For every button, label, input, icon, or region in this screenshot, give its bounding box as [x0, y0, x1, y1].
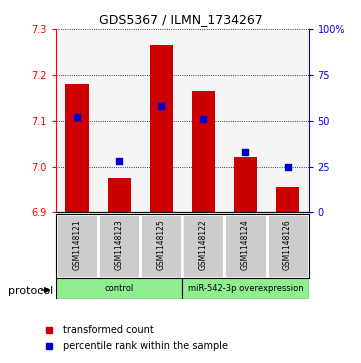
- Bar: [98, 214, 140, 278]
- Bar: [65, 84, 88, 212]
- Text: GSM1148125: GSM1148125: [157, 219, 166, 270]
- Bar: [140, 214, 182, 278]
- Bar: [225, 214, 266, 278]
- Text: GSM1148124: GSM1148124: [241, 219, 250, 270]
- Point: [116, 158, 122, 164]
- Bar: [108, 178, 131, 212]
- Bar: [182, 214, 225, 278]
- Text: percentile rank within the sample: percentile rank within the sample: [63, 340, 228, 351]
- Text: miR-542-3p overexpression: miR-542-3p overexpression: [188, 285, 303, 293]
- Text: GSM1148121: GSM1148121: [73, 219, 82, 270]
- Point: [158, 103, 164, 109]
- Bar: [266, 214, 309, 278]
- Bar: [56, 278, 182, 299]
- Bar: [276, 187, 299, 212]
- Text: protocol: protocol: [8, 286, 53, 296]
- Point: [285, 164, 291, 170]
- Text: GSM1148123: GSM1148123: [115, 219, 123, 270]
- Point: [200, 116, 206, 122]
- Bar: [234, 158, 257, 212]
- Bar: [150, 45, 173, 212]
- Text: transformed count: transformed count: [63, 325, 154, 335]
- Bar: [192, 91, 215, 212]
- Point: [74, 114, 80, 120]
- Text: GSM1148122: GSM1148122: [199, 219, 208, 270]
- Text: GDS5367 / ILMN_1734267: GDS5367 / ILMN_1734267: [99, 13, 262, 26]
- Bar: [56, 214, 98, 278]
- Text: GSM1148126: GSM1148126: [283, 219, 292, 270]
- Point: [243, 149, 248, 155]
- Bar: [182, 278, 309, 299]
- Text: control: control: [104, 285, 134, 293]
